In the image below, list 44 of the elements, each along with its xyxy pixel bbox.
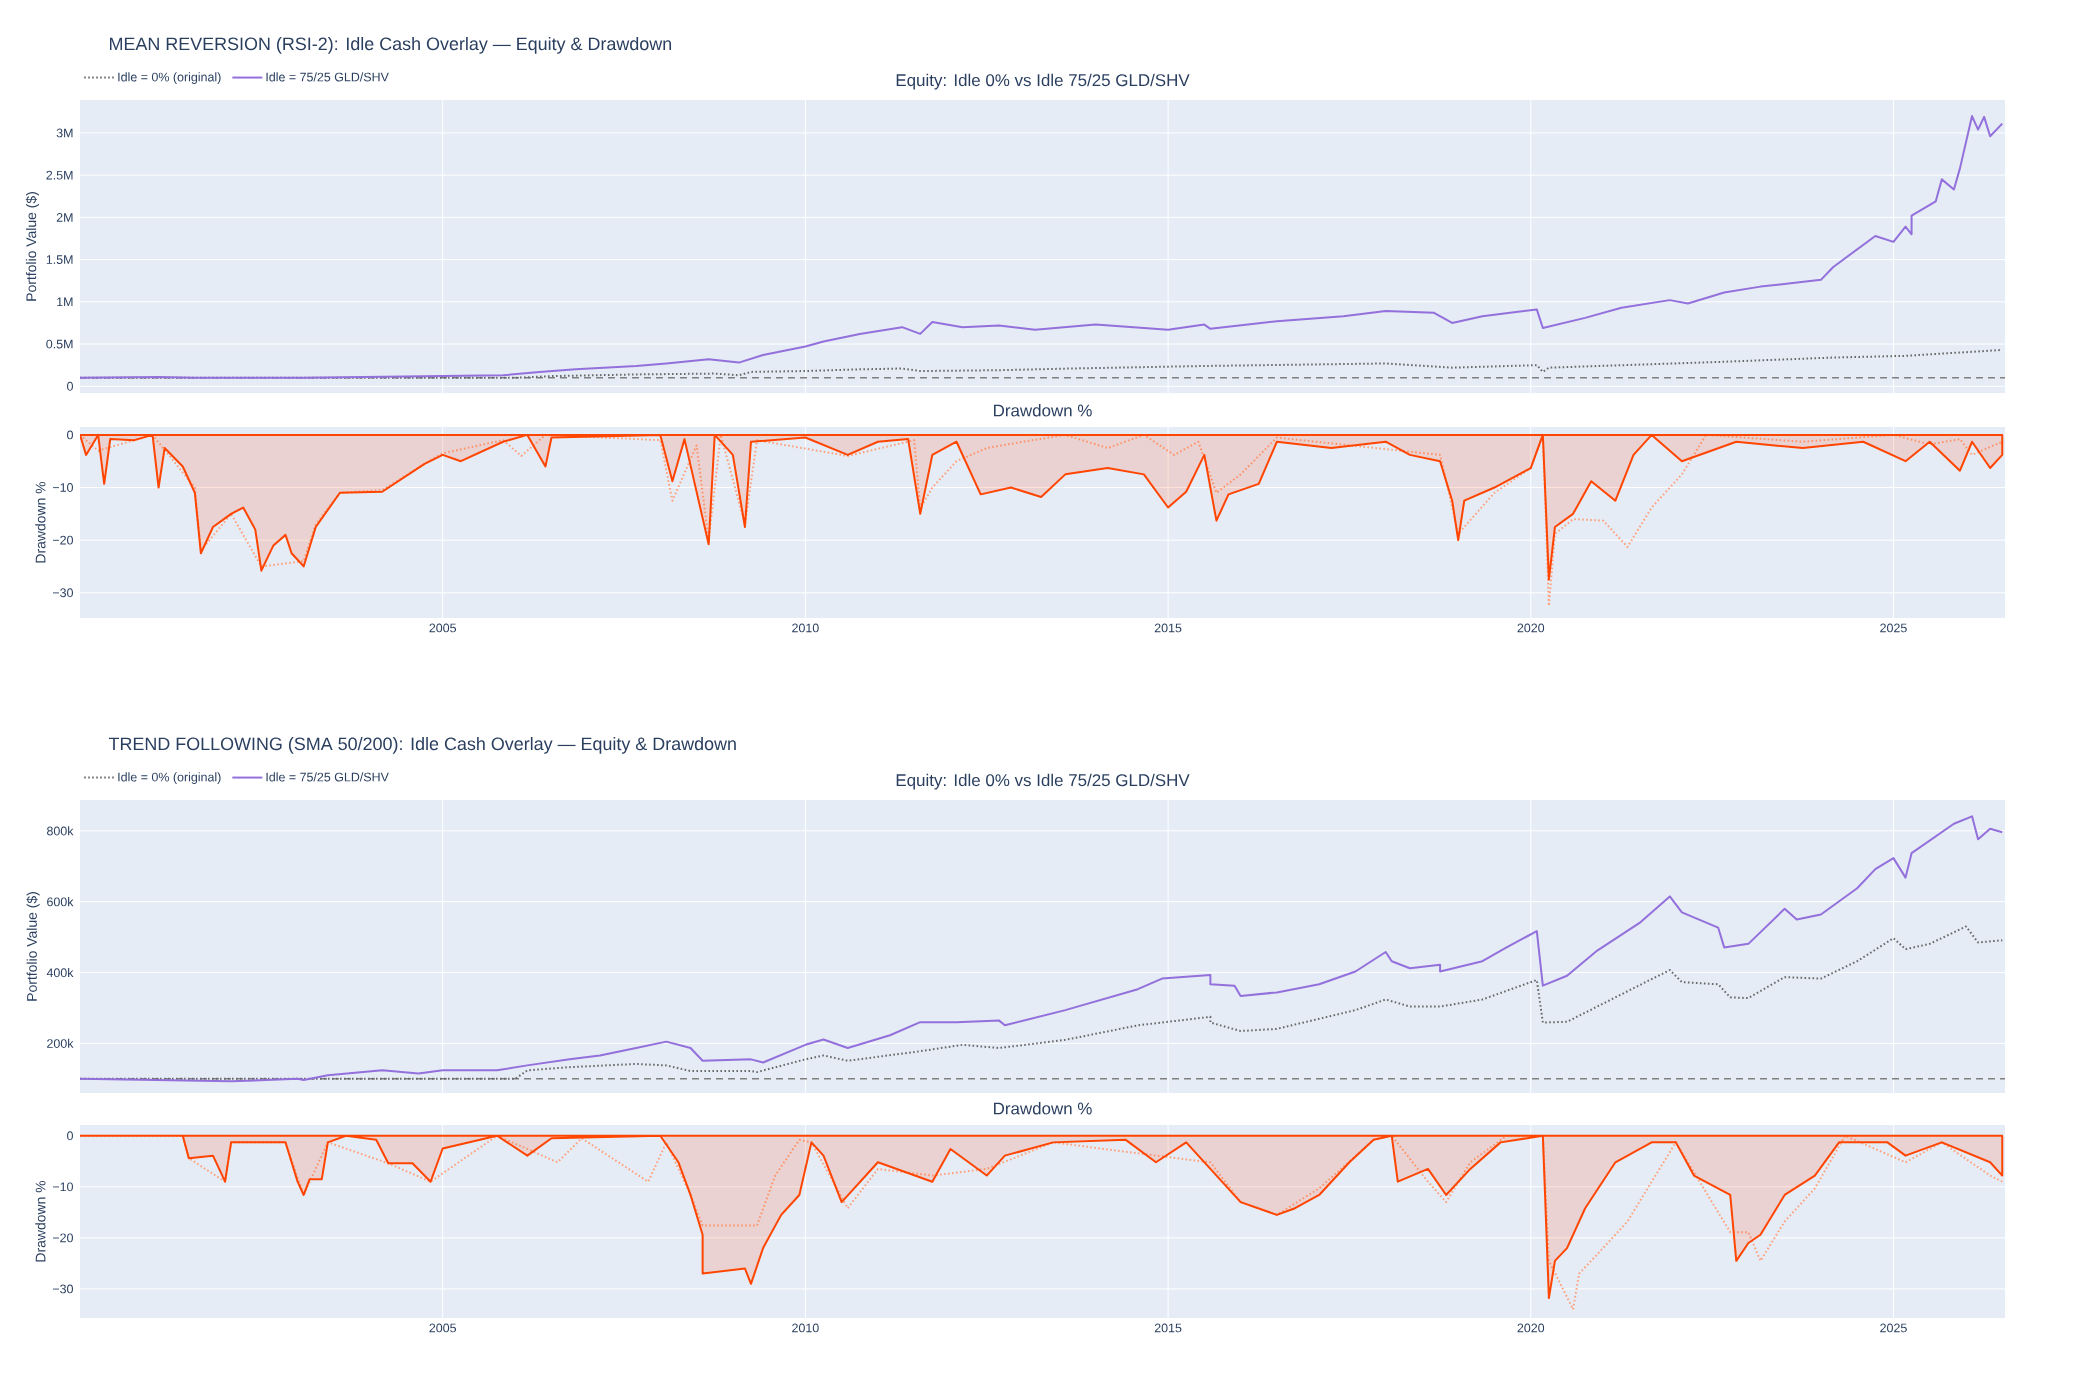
chart-title: Drawdown % — [994, 1102, 1092, 1115]
y-tick-label: 800k — [47, 826, 74, 836]
x-tick-label: 2025 — [1880, 623, 1907, 633]
x-tick-label: 2015 — [1154, 1323, 1182, 1333]
y-tick-label: 400k — [46, 967, 74, 978]
y-tick-label: 2M — [56, 213, 73, 222]
y-tick-label: −10 — [52, 1182, 73, 1192]
x-tick-label: 2005 — [429, 623, 457, 633]
y-tick-label: 600k — [47, 897, 74, 907]
y-axis-title: Portfolio Value ($) — [25, 192, 39, 301]
x-tick-label: 2010 — [792, 1323, 819, 1333]
y-tick-label: 3M — [56, 128, 73, 138]
y-tick-label: 1.5M — [46, 255, 73, 264]
chart-title: TREND FOLLOWING (SMA 50/200): Idle Cash Overlay — Equity & Drawdown — [108, 737, 736, 754]
y-tick-label: −30 — [52, 588, 73, 598]
chart-title: Drawdown % — [994, 404, 1092, 417]
y-tick-label: 0.5M — [46, 339, 73, 349]
y-tick-label: 1M — [57, 297, 73, 307]
y-tick-label: −20 — [52, 1233, 73, 1243]
y-tick-label: −30 — [52, 1284, 73, 1294]
y-tick-label: −20 — [52, 535, 73, 545]
legend-label: Idle = 75/25 GLD/SHV — [266, 772, 389, 782]
x-tick-label: 2015 — [1154, 623, 1182, 633]
y-axis-title: Drawdown % — [35, 1180, 46, 1262]
x-tick-label: 2005 — [429, 1323, 457, 1333]
y-axis-title: Portfolio Value ($) — [26, 892, 40, 1001]
x-tick-label: 2020 — [1517, 623, 1545, 633]
x-tick-label: 2020 — [1517, 1323, 1545, 1333]
y-tick-label: 2.5M — [46, 170, 73, 180]
y-tick-label: 0 — [67, 381, 73, 391]
chart-subtitle: Equity: Idle 0% vs Idle 75/25 GLD/SHV — [896, 773, 1190, 790]
chart-title: MEAN REVERSION (RSI-2): Idle Cash Overlay — Equity & Drawdown — [109, 37, 672, 54]
y-tick-label: 0 — [67, 430, 73, 440]
y-tick-label: 200k — [47, 1038, 74, 1048]
y-axis-title: Drawdown % — [35, 481, 46, 563]
x-tick-label: 2025 — [1880, 1323, 1907, 1333]
y-tick-label: 0 — [67, 1131, 73, 1141]
chart-subtitle: Equity: Idle 0% vs Idle 75/25 GLD/SHV — [896, 73, 1190, 90]
line-series — [80, 815, 2004, 1083]
y-tick-label: −10 — [52, 483, 73, 492]
legend-label: Idle = 0% (original) — [118, 772, 221, 784]
legend-label: Idle = 75/25 GLD/SHV — [266, 72, 389, 82]
x-tick-label: 2010 — [792, 623, 819, 633]
legend-label: Idle = 0% (original) — [118, 72, 221, 84]
